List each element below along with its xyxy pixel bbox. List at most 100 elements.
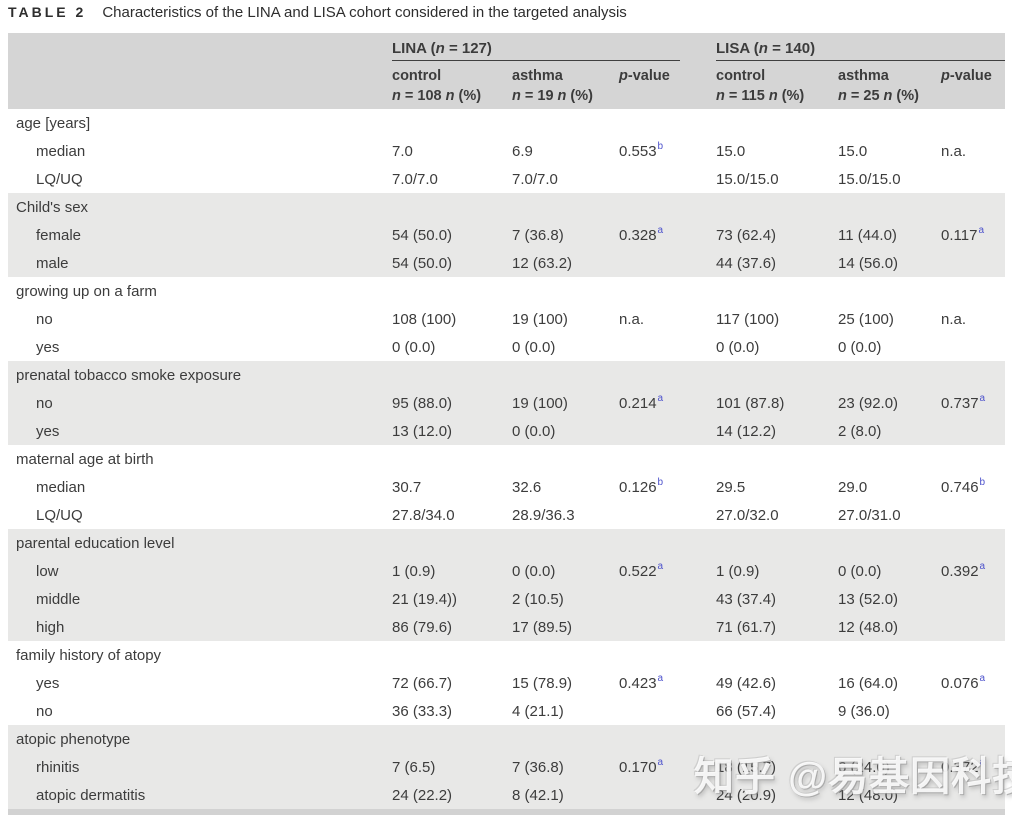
table-cell: 2 (8.0) (838, 422, 882, 440)
section-child-s-sex: Child's sex female 54 (50.0) 7 (36.8) 0.328a… (8, 193, 1005, 277)
section-header-row: atopic phenotype (8, 725, 1005, 753)
table-row-rhinitis: rhinitis 7 (6.5) 7 (36.8) 0.170a 18 (15.7) 6 … (8, 753, 1005, 781)
table-cell: 12 (63.2) (512, 254, 573, 272)
table-cell: 0.746b (941, 477, 986, 496)
table-row-median: median 7.0 6.9 0.553b 15.0 15.0 n.a. (8, 137, 1005, 165)
table-cell: 25 (100) (838, 310, 894, 328)
row-label: low (36, 562, 59, 580)
row-label: yes (36, 338, 60, 356)
table-row-male: male 54 (50.0) 12 (63.2) 44 (37.6) 14 (56.0) (8, 249, 1005, 277)
column-header-control: control n = 115 n (%) (716, 68, 805, 104)
row-label: middle (36, 590, 81, 608)
section-header-row: maternal age at birth (8, 445, 1005, 473)
table-cell: 108 (100) (392, 310, 457, 328)
table-row-lq-uq: LQ/UQ 27.8/34.0 28.9/36.3 27.0/32.0 27.0/31.… (8, 501, 1005, 529)
row-label: no (36, 394, 53, 412)
table-cell: 2 (10.5) (512, 590, 564, 608)
section-header-row: family history of atopy (8, 641, 1005, 669)
table-row-atopic-dermatitis: atopic dermatitis 24 (22.2) 8 (42.1) 24 (20… (8, 781, 1005, 809)
header-rule (392, 60, 680, 61)
row-label: LQ/UQ (36, 170, 83, 188)
table-cell: 1 (0.9) (716, 562, 760, 580)
table-cell: 13 (52.0) (838, 590, 899, 608)
row-label: female (36, 226, 82, 244)
column-header-p-value: p-value (619, 68, 670, 84)
table-cell: 0.372a (941, 757, 986, 776)
table-cell: 12 (48.0) (838, 786, 899, 804)
table-cell: 4 (21.1) (512, 702, 564, 720)
table-row-no: no 95 (88.0) 19 (100) 0.214a 101 (87.8) 23 (9… (8, 389, 1005, 417)
table-row-median: median 30.7 32.6 0.126b 29.5 29.0 0.746b (8, 473, 1005, 501)
row-label: yes (36, 674, 60, 692)
table-cell: 21 (19.4)) (392, 590, 458, 608)
table-caption: TABLE 2 Characteristics of the LINA and L… (8, 4, 998, 21)
table-cell: 19 (100) (512, 394, 568, 412)
table-row-high: high 86 (79.6) 17 (89.5) 71 (61.7) 12 (48.0) (8, 613, 1005, 641)
table-cell: 14 (12.2) (716, 422, 777, 440)
table-cell: 27.0/32.0 (716, 506, 779, 524)
section-label: growing up on a farm (16, 282, 157, 300)
subheader-row: control n = 108 n (%) asthma n = 19 n (%) p-… (392, 61, 716, 105)
table-cell: 0.214a (619, 393, 664, 412)
table-cell: 0 (0.0) (838, 338, 882, 356)
table-cell: 29.5 (716, 478, 746, 496)
table-cell: 15.0/15.0 (716, 170, 779, 188)
table-cell: 7 (36.8) (512, 226, 564, 244)
table-cell: 72 (66.7) (392, 674, 453, 692)
table-cell: 0 (0.0) (512, 422, 556, 440)
section-parental-education-level: parental education level low 1 (0.9) 0 (0.0… (8, 529, 1005, 641)
table-header: LINA (n = 127) control n = 108 n (%) asthm… (8, 33, 1005, 109)
section-header-row: age [years] (8, 109, 1005, 137)
table-cell: 0 (0.0) (512, 338, 556, 356)
table-cell: 0.553b (619, 141, 664, 160)
table-cell: 8 (42.1) (512, 786, 564, 804)
table-cell: 16 (64.0) (838, 674, 899, 692)
table-row-no: no 108 (100) 19 (100) n.a. 117 (100) 25 (100)… (8, 305, 1005, 333)
table-cell: 0.392a (941, 561, 986, 580)
header-group-lisa: LISA (n = 140) control n = 115 n (%) asthm… (716, 33, 1005, 109)
section-growing-up-on-a-farm: growing up on a farm no 108 (100) 19 (100) n… (8, 277, 1005, 361)
table-cell: 7.0/7.0 (392, 170, 438, 188)
table-cell: 24 (22.2) (392, 786, 453, 804)
column-header-control: control n = 108 n (%) (392, 68, 482, 104)
table-cell: 30.7 (392, 478, 422, 496)
table-cell: 11 (44.0) (838, 226, 897, 244)
table-cell: 7 (36.8) (512, 758, 564, 776)
section-label: parental education level (16, 534, 175, 552)
row-label: no (36, 310, 53, 328)
table-cell: 7.0/7.0 (512, 170, 558, 188)
row-label: yes (36, 422, 60, 440)
row-label: median (36, 478, 86, 496)
section-label: Child's sex (16, 198, 89, 216)
table-cell: 19 (100) (512, 310, 568, 328)
column-header-asthma: asthma n = 25 n (%) (838, 68, 919, 104)
table-cell: 0 (0.0) (716, 338, 760, 356)
table-cell: 0.737a (941, 393, 986, 412)
table-cell: 15.0/15.0 (838, 170, 901, 188)
table-cell: 6.9 (512, 142, 533, 160)
table-row-lq-uq: LQ/UQ 7.0/7.0 7.0/7.0 15.0/15.0 15.0/15.0 (8, 165, 1005, 193)
table-cell: 27.8/34.0 (392, 506, 455, 524)
section-header-row: growing up on a farm (8, 277, 1005, 305)
table-cell: 54 (50.0) (392, 254, 453, 272)
section-maternal-age-at-birth: maternal age at birth median 30.7 32.6 0.126… (8, 445, 1005, 529)
table-cell: 12 (48.0) (838, 618, 899, 636)
table-cell: 0 (0.0) (512, 562, 556, 580)
table-cell: 117 (100) (716, 310, 780, 328)
section-atopic-phenotype: atopic phenotype rhinitis 7 (6.5) 7 (36.8) 0… (8, 725, 1005, 809)
table-cell: 15 (78.9) (512, 674, 573, 692)
table-cell: 29.0 (838, 478, 868, 496)
table-cell: 6 (24.0) (838, 758, 890, 776)
section-label: prenatal tobacco smoke exposure (16, 366, 242, 384)
section-family-history-of-atopy: family history of atopy yes 72 (66.7) 15 (7… (8, 641, 1005, 725)
table-cell: 71 (61.7) (716, 618, 777, 636)
table-cell: 0.423a (619, 673, 664, 692)
row-label: median (36, 142, 86, 160)
section-label: family history of atopy (16, 646, 162, 664)
row-label: no (36, 702, 53, 720)
table-cell: 101 (87.8) (716, 394, 785, 412)
table-cell: 7.0 (392, 142, 413, 160)
row-label: LQ/UQ (36, 506, 83, 524)
table-cell: 49 (42.6) (716, 674, 777, 692)
table-cell: 66 (57.4) (716, 702, 777, 720)
